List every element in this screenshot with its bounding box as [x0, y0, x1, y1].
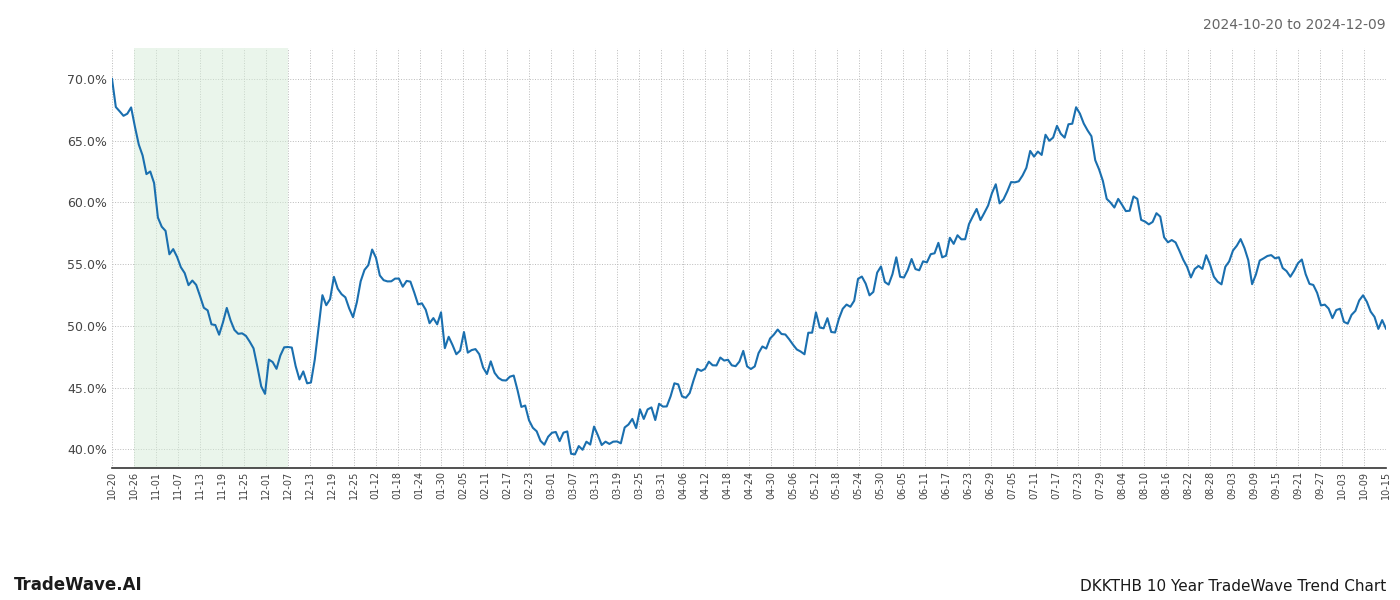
Text: DKKTHB 10 Year TradeWave Trend Chart: DKKTHB 10 Year TradeWave Trend Chart	[1079, 579, 1386, 594]
Bar	[134, 48, 288, 468]
Text: TradeWave.AI: TradeWave.AI	[14, 576, 143, 594]
Text: 2024-10-20 to 2024-12-09: 2024-10-20 to 2024-12-09	[1204, 18, 1386, 32]
